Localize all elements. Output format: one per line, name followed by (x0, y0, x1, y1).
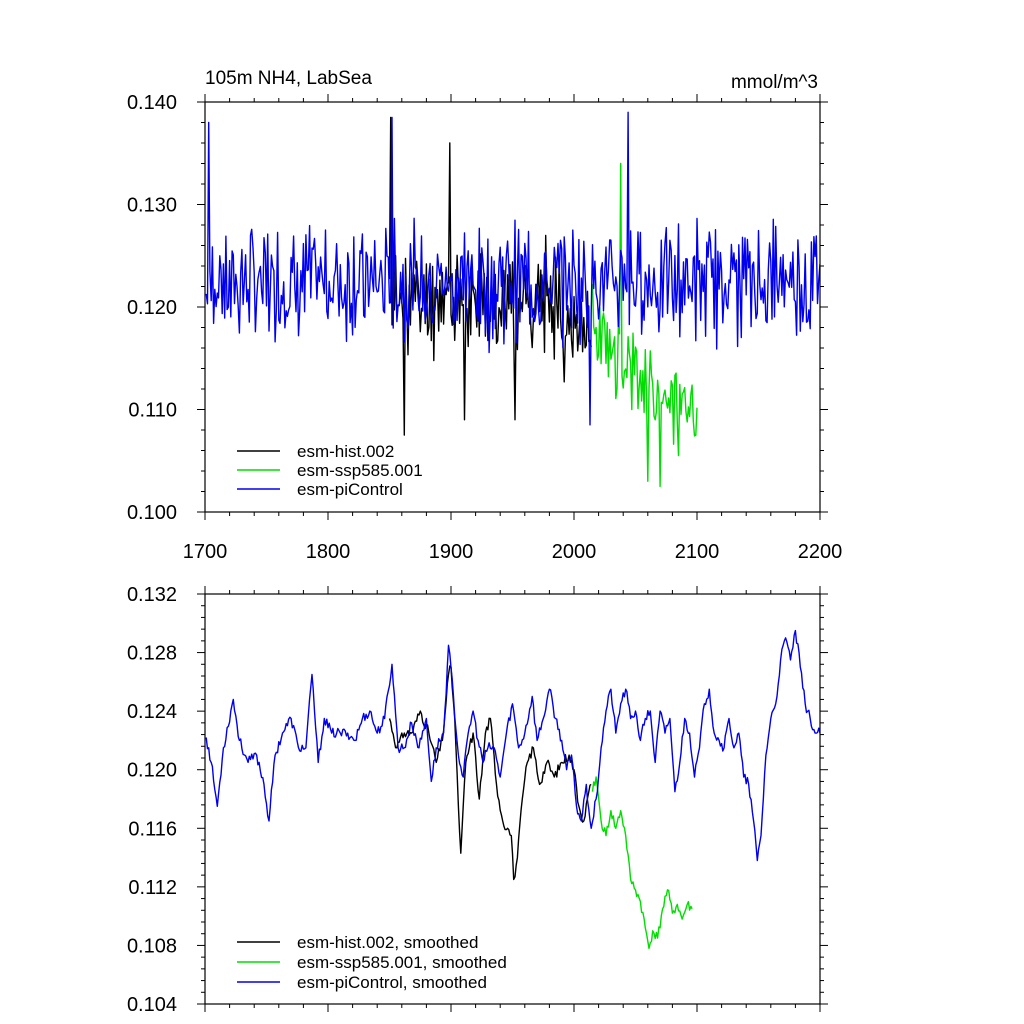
bottom-plot-frame (204, 593, 821, 1005)
series-line-esm-picontrol (205, 111, 820, 426)
x-tick-label: 2100 (675, 541, 720, 563)
series-line-esm-picontrol-smoothed (205, 629, 820, 862)
bottom-legend: esm-hist.002, smoothed esm-ssp585.001, s… (237, 933, 507, 992)
series-line-esm-ssp585-001 (591, 162, 698, 488)
x-tick-label: 1700 (183, 541, 228, 563)
y-tick-label: 0.120 (127, 297, 177, 319)
y-tick-label: 0.120 (127, 760, 177, 782)
legend-label-ssp585: esm-ssp585.001 (297, 461, 423, 480)
top-series-group (205, 111, 820, 488)
top-legend: esm-hist.002 esm-ssp585.001 esm-piContro… (237, 442, 423, 499)
legend-label-picontrol: esm-piControl (297, 480, 403, 499)
y-tick-label: 0.116 (128, 818, 177, 840)
y-tick-label: 0.104 (127, 994, 177, 1016)
y-tick-label: 0.132 (127, 584, 177, 606)
top-panel-title: 105m NH4, LabSea (205, 68, 372, 89)
series-clip-group (205, 111, 820, 488)
y-tick-label: 0.108 (127, 935, 177, 957)
top-panel: 105m NH4, LabSea mmol/m^3 1700 1800 1900 20… (127, 68, 842, 563)
y-tick-label: 0.140 (127, 92, 177, 114)
x-tick-label: 2000 (552, 541, 597, 563)
legend-label-picontrol-smoothed: esm-piControl, smoothed (297, 973, 487, 992)
y-tick-label: 0.124 (127, 701, 177, 723)
y-tick-label: 0.130 (127, 195, 177, 217)
x-tick-label: 1800 (306, 541, 351, 563)
legend-label-hist: esm-hist.002 (297, 442, 394, 461)
y-tick-label: 0.112 (128, 877, 177, 899)
top-ticks-group: 1700 1800 1900 2000 2100 2200 0.100 0.110 0.120 0… (127, 92, 842, 563)
y-tick-label: 0.110 (128, 400, 177, 422)
y-tick-label: 0.100 (127, 502, 177, 524)
y-tick-label: 0.128 (127, 643, 177, 665)
series-line-esm-ssp585-001-smoothed (591, 776, 693, 950)
top-panel-units: mmol/m^3 (731, 72, 818, 93)
series-line-esm-hist-002 (388, 116, 592, 436)
bottom-series-group (205, 629, 820, 950)
bottom-ticks-group: 0.104 0.108 0.112 0.116 0.120 0.124 0.128 0.132 (127, 584, 828, 1016)
legend-label-hist-smoothed: esm-hist.002, smoothed (297, 933, 478, 952)
legend-label-ssp585-smoothed: esm-ssp585.001, smoothed (297, 953, 507, 972)
series-clip-group (205, 629, 820, 950)
bottom-panel: 0.104 0.108 0.112 0.116 0.120 0.124 0.128 0.132… (127, 584, 828, 1016)
x-tick-label: 2200 (798, 541, 843, 563)
x-tick-label: 1900 (429, 541, 474, 563)
series-line-esm-hist-002-smoothed (388, 665, 592, 881)
